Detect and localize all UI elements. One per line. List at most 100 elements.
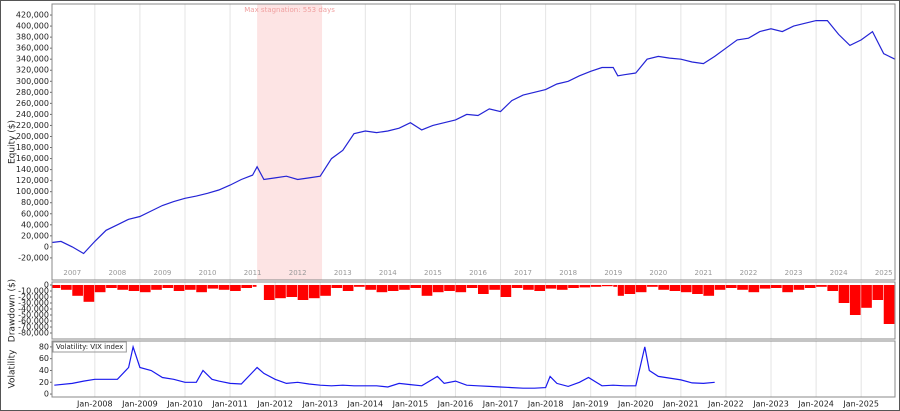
drawdown-bar bbox=[241, 285, 253, 288]
y-tick-label: 220,000 bbox=[16, 121, 49, 130]
legend-box bbox=[52, 341, 127, 353]
drawdown-bar bbox=[489, 285, 500, 290]
stagnation-span bbox=[257, 4, 323, 280]
year-label: 2018 bbox=[559, 269, 577, 277]
y-tick-label: 380,000 bbox=[16, 33, 49, 42]
drawdown-bar bbox=[861, 285, 872, 308]
drawdown-bar bbox=[635, 285, 647, 293]
year-label: 2020 bbox=[649, 269, 667, 277]
y-tick-label: 240,000 bbox=[16, 110, 49, 119]
drawdown-bar bbox=[308, 285, 320, 299]
drawdown-bar bbox=[151, 285, 162, 290]
drawdown-bar bbox=[286, 285, 298, 297]
year-label: 2021 bbox=[694, 269, 712, 277]
y-tick-label: -20,000 bbox=[18, 253, 49, 262]
year-label: 2016 bbox=[469, 269, 487, 277]
x-tick-label: Jan-2020 bbox=[617, 400, 654, 409]
y-tick-label: 40,000 bbox=[21, 220, 49, 229]
y-axis-title: Drawdown ($) bbox=[8, 279, 18, 342]
y-tick-label: 80,000 bbox=[21, 198, 49, 207]
drawdown-bar bbox=[421, 285, 433, 296]
legend-label: Volatility: VIX index bbox=[56, 343, 123, 351]
y-tick-label: 360,000 bbox=[16, 44, 49, 53]
drawdown-bar bbox=[590, 285, 602, 287]
drawdown-bar bbox=[410, 285, 422, 288]
y-tick-label: -70,000 bbox=[18, 323, 49, 332]
y-tick-label: 0 bbox=[44, 242, 49, 251]
x-tick-label: Jan-2014 bbox=[347, 400, 384, 409]
drawdown-bar bbox=[252, 285, 257, 287]
y-tick-label: 300,000 bbox=[16, 77, 49, 86]
x-tick-label: Jan-2017 bbox=[482, 400, 519, 409]
x-tick-label: Jan-2011 bbox=[211, 400, 248, 409]
drawdown-bar bbox=[827, 285, 839, 291]
panel-background bbox=[52, 341, 895, 397]
x-tick-label: Jan-2012 bbox=[256, 400, 293, 409]
drawdown-bar bbox=[263, 285, 275, 300]
year-label: 2013 bbox=[334, 269, 352, 277]
year-label: 2014 bbox=[379, 269, 397, 277]
panel-background bbox=[52, 4, 895, 280]
drawdown-bar bbox=[883, 285, 895, 324]
y-tick-label: 180,000 bbox=[16, 143, 49, 152]
y-tick-label: 320,000 bbox=[16, 66, 49, 75]
y-tick-label: 120,000 bbox=[16, 176, 49, 185]
y-tick-label: 400,000 bbox=[16, 22, 49, 31]
drawdown-bar bbox=[106, 285, 117, 288]
drawdown-bar bbox=[275, 285, 286, 299]
drawdown-bar bbox=[399, 285, 410, 290]
drawdown-bar bbox=[52, 285, 61, 288]
drawdown-bar bbox=[692, 285, 703, 294]
drawdown-bar bbox=[601, 285, 613, 287]
drawdown-bar bbox=[320, 285, 331, 296]
drawdown-bar bbox=[196, 285, 207, 293]
drawdown-bar bbox=[331, 285, 343, 288]
drawdown-bar bbox=[669, 285, 681, 291]
y-tick-label: 0 bbox=[44, 390, 49, 399]
year-label: 2017 bbox=[514, 269, 532, 277]
drawdown-bar bbox=[523, 285, 534, 290]
drawdown-bar bbox=[230, 285, 241, 291]
y-tick-label: 0 bbox=[44, 281, 49, 290]
drawdown-bar bbox=[782, 285, 793, 293]
x-tick-label: Jan-2013 bbox=[301, 400, 338, 409]
drawdown-bar bbox=[466, 285, 478, 288]
year-label: 2025 bbox=[875, 269, 893, 277]
y-tick-label: 340,000 bbox=[16, 55, 49, 64]
drawdown-bar bbox=[162, 285, 174, 288]
drawdown-bar bbox=[61, 285, 72, 290]
drawdown-bar bbox=[793, 285, 805, 290]
drawdown-bar bbox=[184, 285, 196, 290]
y-tick-label: 20,000 bbox=[21, 231, 49, 240]
drawdown-bar bbox=[579, 285, 591, 288]
drawdown-bar bbox=[117, 285, 129, 290]
x-tick-label: Jan-2015 bbox=[392, 400, 429, 409]
drawdown-bar bbox=[838, 285, 850, 303]
drawdown-bar bbox=[376, 285, 388, 293]
year-label: 2011 bbox=[244, 269, 262, 277]
drawdown-bar bbox=[534, 285, 546, 291]
year-label: 2015 bbox=[424, 269, 442, 277]
drawdown-bar bbox=[748, 285, 760, 293]
x-tick-label: Jan-2008 bbox=[76, 400, 113, 409]
year-label: 2009 bbox=[154, 269, 172, 277]
drawdown-bar bbox=[613, 285, 618, 287]
drawdown-bar bbox=[432, 285, 444, 293]
drawdown-bar bbox=[771, 285, 782, 288]
drawdown-bar bbox=[218, 285, 230, 290]
series-line bbox=[54, 344, 715, 389]
drawdown-bar bbox=[545, 285, 557, 289]
y-tick-label: 260,000 bbox=[16, 99, 49, 108]
y-tick-label: -40,000 bbox=[18, 305, 49, 314]
x-tick-label: Jan-2016 bbox=[437, 400, 474, 409]
drawdown-bar bbox=[297, 285, 309, 300]
drawdown-bar bbox=[354, 285, 365, 287]
year-label: 2007 bbox=[63, 269, 81, 277]
year-label: 2024 bbox=[830, 269, 848, 277]
y-tick-label: 40 bbox=[39, 366, 49, 375]
year-label: 2008 bbox=[108, 269, 126, 277]
y-tick-label: 60 bbox=[39, 354, 49, 363]
drawdown-bar bbox=[872, 285, 884, 300]
y-tick-label: -60,000 bbox=[18, 317, 49, 326]
equity-line bbox=[51, 20, 896, 255]
